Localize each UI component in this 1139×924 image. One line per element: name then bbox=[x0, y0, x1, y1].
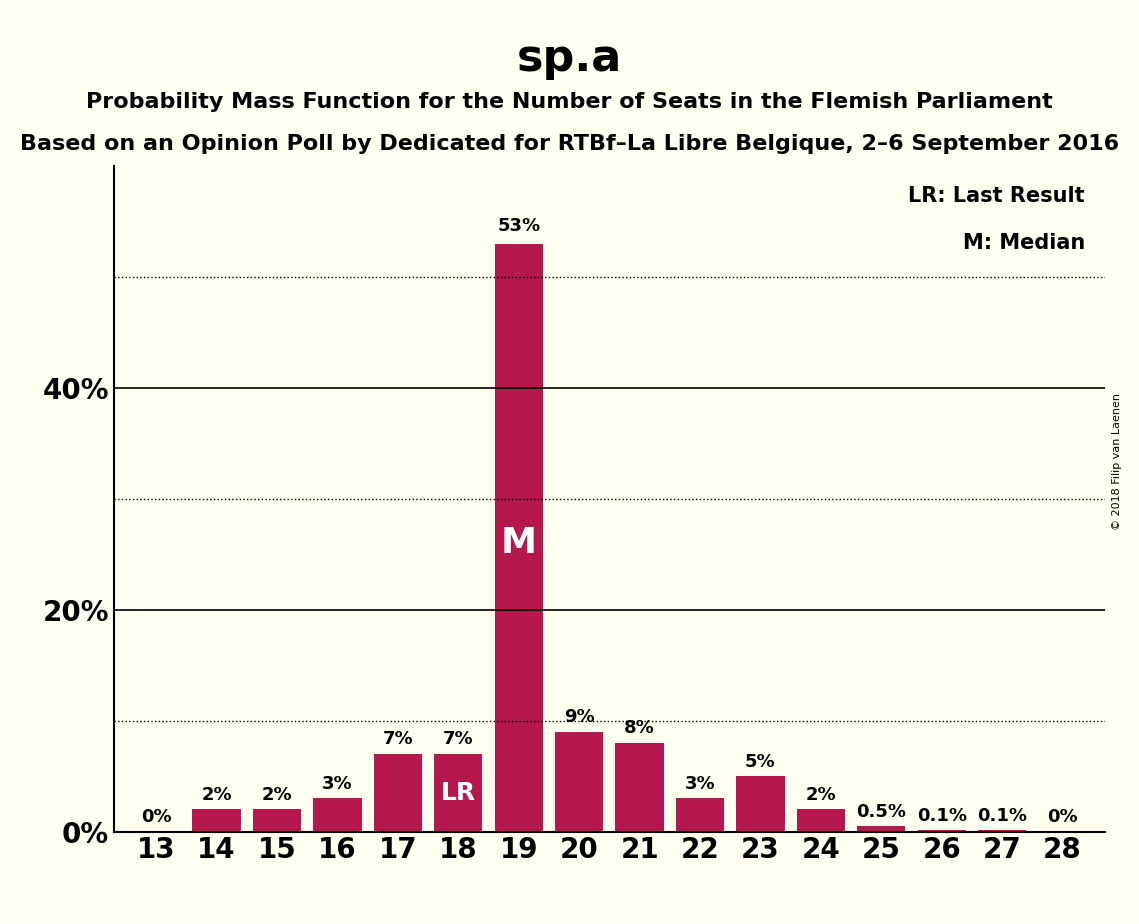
Text: 2%: 2% bbox=[202, 786, 232, 804]
Bar bbox=[736, 776, 785, 832]
Bar bbox=[918, 831, 966, 832]
Text: M: Median: M: Median bbox=[962, 233, 1085, 253]
Text: Probability Mass Function for the Number of Seats in the Flemish Parliament: Probability Mass Function for the Number… bbox=[87, 92, 1052, 113]
Bar bbox=[857, 826, 906, 832]
Text: sp.a: sp.a bbox=[517, 37, 622, 80]
Bar bbox=[374, 754, 423, 832]
Bar bbox=[192, 809, 240, 832]
Text: Based on an Opinion Poll by Dedicated for RTBf–La Libre Belgique, 2–6 September : Based on an Opinion Poll by Dedicated fo… bbox=[21, 134, 1118, 154]
Text: 7%: 7% bbox=[383, 731, 413, 748]
Text: 5%: 5% bbox=[745, 753, 776, 771]
Bar bbox=[434, 754, 483, 832]
Text: 53%: 53% bbox=[497, 217, 540, 235]
Text: 0.5%: 0.5% bbox=[857, 803, 907, 821]
Text: LR: Last Result: LR: Last Result bbox=[909, 187, 1085, 206]
Bar bbox=[253, 809, 301, 832]
Text: 0%: 0% bbox=[141, 808, 172, 826]
Text: 0%: 0% bbox=[1047, 808, 1077, 826]
Text: 3%: 3% bbox=[322, 775, 353, 793]
Text: 0.1%: 0.1% bbox=[977, 807, 1027, 825]
Text: 3%: 3% bbox=[685, 775, 715, 793]
Bar bbox=[494, 244, 543, 832]
Text: 7%: 7% bbox=[443, 731, 474, 748]
Bar bbox=[796, 809, 845, 832]
Bar bbox=[675, 798, 724, 832]
Text: © 2018 Filip van Laenen: © 2018 Filip van Laenen bbox=[1112, 394, 1122, 530]
Text: LR: LR bbox=[441, 781, 476, 805]
Text: 2%: 2% bbox=[262, 786, 293, 804]
Bar bbox=[615, 743, 664, 832]
Text: 9%: 9% bbox=[564, 709, 595, 726]
Text: M: M bbox=[501, 527, 536, 560]
Bar bbox=[313, 798, 361, 832]
Text: 8%: 8% bbox=[624, 720, 655, 737]
Text: 2%: 2% bbox=[805, 786, 836, 804]
Bar bbox=[555, 732, 604, 832]
Bar bbox=[978, 831, 1026, 832]
Text: 0.1%: 0.1% bbox=[917, 807, 967, 825]
